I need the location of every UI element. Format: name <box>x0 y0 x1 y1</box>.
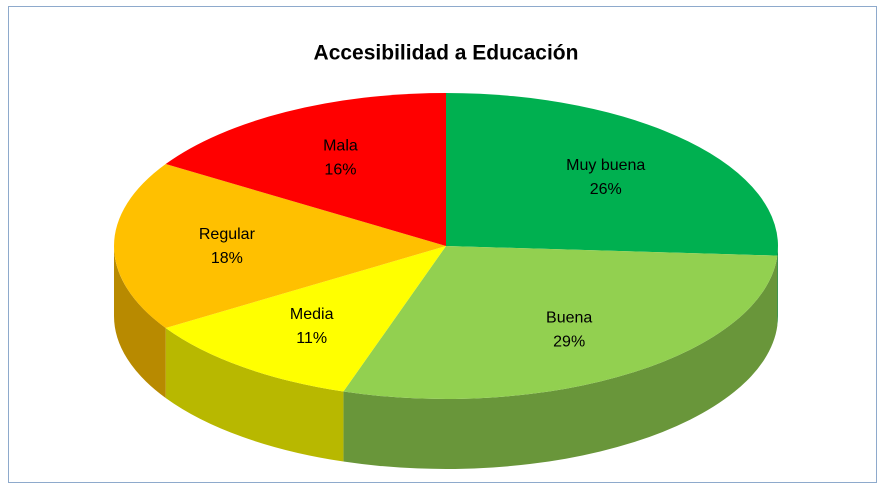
slice-label: Media <box>290 306 334 323</box>
chart-title: Accesibilidad a Educación <box>314 42 579 65</box>
pie-slice-side <box>777 246 778 326</box>
pie-slice <box>446 93 778 256</box>
slice-label: Muy buena <box>566 157 645 174</box>
slice-value-label: 11% <box>296 330 327 347</box>
slice-label: Buena <box>546 310 592 327</box>
pie-slice <box>113 164 447 328</box>
slice-value-label: 29% <box>553 334 585 351</box>
slice-value-label: 16% <box>324 162 356 179</box>
pie-slice <box>165 246 446 392</box>
pie-slice-side <box>165 327 344 462</box>
slice-value-label: 26% <box>590 181 622 198</box>
pie-slice <box>165 93 446 246</box>
slice-label: Mala <box>323 138 358 155</box>
slice-value-label: 18% <box>211 250 243 267</box>
pie-slice-side <box>343 255 778 469</box>
pie-slice-side <box>114 246 166 398</box>
slice-label: Regular <box>199 226 256 243</box>
pie-slice <box>343 246 778 399</box>
